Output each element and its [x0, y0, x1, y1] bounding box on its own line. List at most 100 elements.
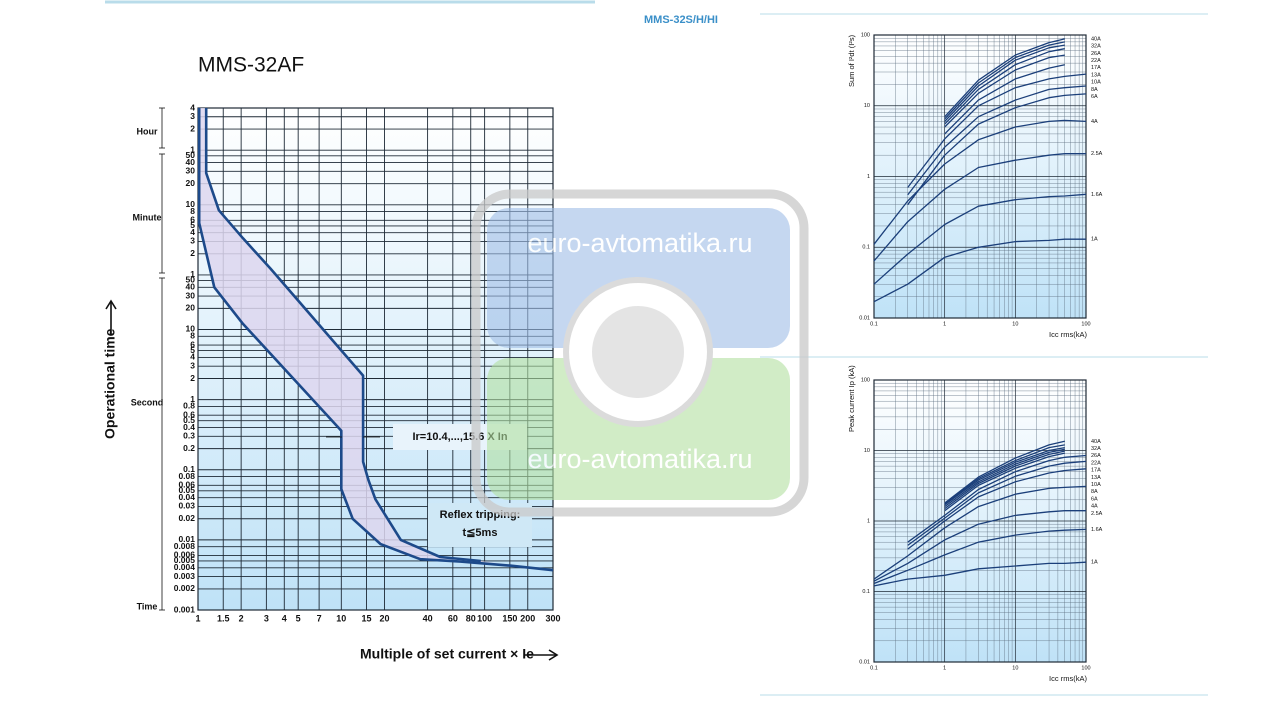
curve: [944, 48, 1065, 125]
curve: [907, 73, 1087, 188]
series-label: 17A: [1091, 468, 1101, 474]
watermark-green: [487, 358, 790, 500]
curve: [873, 153, 1086, 262]
y-tick-label: 10: [186, 324, 196, 334]
y-tick-label: 20: [186, 178, 196, 188]
y-tick-label: 0.1: [862, 589, 870, 595]
x-tick-label: 200: [520, 613, 535, 623]
y-tick-label: 40: [186, 157, 196, 167]
y-tick-label: 2: [190, 248, 195, 258]
x-tick-label: 20: [379, 613, 389, 623]
x-tick-label: 7: [317, 613, 322, 623]
y-tick-label: 10: [864, 103, 870, 109]
series-label: 1A: [1091, 560, 1098, 566]
y-tick-label: 10: [864, 448, 870, 454]
series-label: 4A: [1091, 504, 1098, 510]
y-axis-label: Sum of I²dt (I²s): [847, 34, 856, 87]
y-tick-label: 0.006: [174, 550, 196, 560]
x-tick-label: 100: [477, 613, 492, 623]
x-tick-label: 1: [943, 321, 946, 327]
curve: [944, 440, 1065, 504]
y-tick-label: 1: [190, 144, 195, 154]
unit-label: Minute: [133, 212, 162, 222]
x-tick-label: 10: [1012, 321, 1018, 327]
curve: [944, 446, 1065, 506]
annotation: Ir=10.4,...,15.6 X In: [412, 431, 507, 443]
y-tick-label: 4: [190, 227, 195, 237]
x-axis-label: Icc rms(kA): [1049, 330, 1087, 339]
y-tick-label: 0.03: [178, 501, 195, 511]
y-tick-label: 50: [186, 150, 196, 160]
unit-label: Second: [131, 397, 164, 407]
y-tick-label: 6: [190, 339, 195, 349]
series-label: 26A: [1091, 453, 1101, 459]
y-tick-label: 0.005: [174, 555, 196, 565]
y-tick-label: 3: [190, 236, 195, 246]
x-tick-label: 100: [1081, 665, 1090, 671]
x-axis-label: Icc rms(kA): [1049, 674, 1087, 683]
curve: [944, 41, 1065, 120]
watermark-text: euro-avtomatika.ru: [527, 228, 752, 258]
x-tick-label: 2: [239, 613, 244, 623]
curve: [944, 44, 1065, 122]
watermark-core: [592, 306, 684, 398]
x-tick-label: 1: [943, 665, 946, 671]
y-axis-arrow: [105, 299, 117, 310]
series-label: 26A: [1091, 51, 1101, 57]
curve: [944, 444, 1065, 505]
curve: [944, 450, 1065, 510]
y-tick-label: 30: [186, 290, 196, 300]
series-label: 1A: [1091, 237, 1098, 243]
y-axis-label: Operational time: [102, 328, 118, 439]
y-tick-label: 1: [190, 394, 195, 404]
x-tick-label: 40: [423, 613, 433, 623]
y-tick-label: 2: [190, 373, 195, 383]
series-label: 1.6A: [1091, 527, 1103, 533]
y-tick-label: 0.004: [174, 562, 196, 572]
annotation: t≦5ms: [463, 527, 498, 539]
curve: [907, 460, 1087, 546]
x-tick-label: 100: [1081, 321, 1090, 327]
series-label: 1.6A: [1091, 192, 1103, 198]
curve: [907, 468, 1087, 550]
curve: [873, 485, 1087, 580]
y-tick-label: 8: [190, 206, 195, 216]
y-tick-label: 50: [186, 275, 196, 285]
y-tick-label: 40: [186, 282, 196, 292]
y-tick-label: 100: [861, 377, 870, 383]
plot-frame: [873, 34, 1087, 319]
curve: [197, 108, 554, 572]
x-tick-label: 60: [448, 613, 458, 623]
series-label: 4A: [1091, 119, 1098, 125]
y-tick-label: 3: [190, 111, 195, 121]
y-tick-label: 0.08: [178, 471, 195, 481]
unit-label: Hour: [137, 126, 158, 136]
y-tick-label: 1: [867, 518, 870, 524]
y-tick-label: 0.06: [178, 480, 195, 490]
y-tick-label: 0.5: [183, 415, 195, 425]
series-label: 22A: [1091, 460, 1101, 466]
curve: [204, 108, 481, 563]
y-tick-label: 0.01: [859, 315, 870, 321]
y-tick-label: 1: [190, 269, 195, 279]
y-tick-label: 0.008: [174, 541, 196, 551]
x-tick-label: 1.5: [217, 613, 230, 623]
y-tick-label: 2: [190, 123, 195, 133]
x-tick-label: 80: [466, 613, 476, 623]
curve: [907, 85, 1087, 196]
unit-label: Time: [137, 601, 158, 611]
curve: [907, 93, 1087, 206]
x-tick-label: 10: [336, 613, 346, 623]
series-label: 32A: [1091, 44, 1101, 50]
y-tick-label: 0.8: [183, 401, 195, 411]
series-label: 8A: [1091, 489, 1098, 495]
series-label: 10A: [1091, 80, 1101, 86]
header: MMS-32S/H/HI: [644, 14, 718, 26]
series-label: 13A: [1091, 475, 1101, 481]
series-label: 22A: [1091, 58, 1101, 64]
watermark: euro-avtomatika.ru euro-avtomatika.ru: [471, 189, 809, 517]
y-tick-label: 0.2: [183, 443, 195, 453]
x-axis-arrow: [548, 649, 559, 661]
charts: 1 1.5 2 3 4 5 7 10 15 20 40 60 80 100 150 200 3000.0010.…: [102, 32, 1103, 683]
y-tick-label: 0.04: [178, 492, 195, 502]
